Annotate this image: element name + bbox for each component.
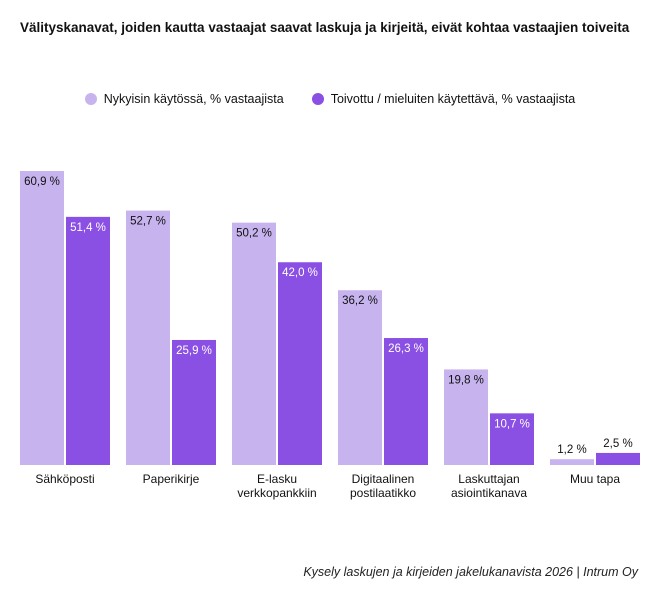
bar-current-1 — [126, 210, 170, 465]
data-label-current-5: 1,2 % — [557, 444, 586, 456]
bar-preferred-5 — [596, 452, 640, 465]
data-label-preferred-3: 26,3 % — [388, 343, 424, 355]
bar-current-3 — [338, 290, 382, 465]
legend-item-preferred: Toivottu / mieluiten käytettävä, % vasta… — [311, 92, 576, 106]
category-label-5: Muu tapa — [570, 472, 620, 486]
source-note: Kysely laskujen ja kirjeiden jakelukanav… — [303, 565, 638, 579]
category-label-0: Sähköposti — [35, 472, 94, 486]
category-label-3: Digitaalinen postilaatikko — [350, 472, 416, 500]
data-label-preferred-0: 51,4 % — [70, 222, 106, 234]
data-label-current-4: 19,8 % — [448, 374, 484, 386]
legend: Nykyisin käytössä, % vastaajista Toivott… — [0, 92, 660, 106]
bar-current-2 — [232, 222, 276, 465]
bar-preferred-4 — [490, 413, 534, 465]
legend-label-preferred: Toivottu / mieluiten käytettävä, % vasta… — [330, 92, 576, 106]
legend-item-current: Nykyisin käytössä, % vastaajista — [84, 92, 284, 106]
data-label-preferred-5: 2,5 % — [603, 438, 632, 450]
category-label-2: E-lasku verkkopankkiin — [237, 472, 316, 500]
legend-swatch-preferred — [311, 93, 324, 105]
bar-current-5 — [550, 459, 594, 465]
data-label-current-0: 60,9 % — [24, 176, 60, 188]
bar-preferred-2 — [278, 262, 322, 465]
data-label-preferred-4: 10,7 % — [494, 418, 530, 430]
data-label-preferred-2: 42,0 % — [282, 267, 318, 279]
legend-swatch-current — [84, 93, 97, 105]
data-label-current-3: 36,2 % — [342, 295, 378, 307]
data-label-current-2: 50,2 % — [236, 228, 272, 240]
bar-preferred-0 — [66, 216, 110, 465]
bar-current-0 — [20, 171, 64, 465]
bar-preferred-1 — [172, 339, 216, 465]
data-label-current-1: 52,7 % — [130, 216, 166, 228]
bar-preferred-3 — [384, 338, 428, 465]
category-label-1: Paperikirje — [143, 472, 200, 486]
category-label-4: Laskuttajan asiointikanava — [451, 472, 527, 500]
bar-current-4 — [444, 369, 488, 465]
data-label-preferred-1: 25,9 % — [176, 345, 212, 357]
chart-title: Välityskanavat, joiden kautta vastaajat … — [20, 20, 630, 35]
legend-label-current: Nykyisin käytössä, % vastaajista — [103, 92, 284, 106]
